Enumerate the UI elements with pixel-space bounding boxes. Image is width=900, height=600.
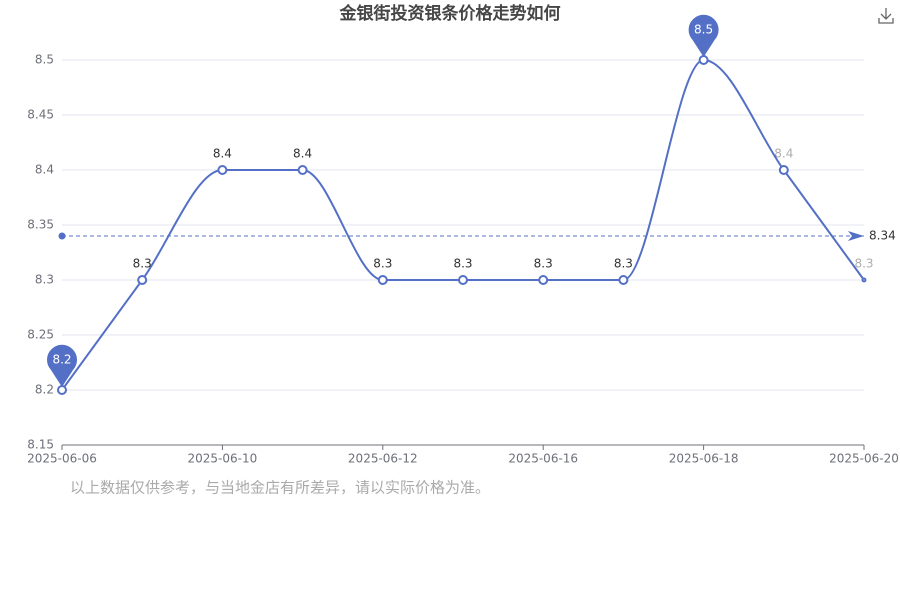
value-label: 8.3 (133, 257, 152, 271)
pin-label: 8.2 (52, 353, 71, 367)
point (57, 385, 67, 395)
value-label: 8.3 (373, 257, 392, 271)
pin (688, 14, 719, 57)
download-button[interactable] (878, 8, 894, 24)
x-tick-label: 2025-06-16 (508, 452, 578, 466)
y-tick-label: 8.5 (35, 53, 54, 67)
value-label: 8.4 (774, 147, 793, 161)
point (297, 165, 308, 175)
point (538, 275, 549, 285)
point (137, 275, 148, 285)
y-tick-label: 8.25 (27, 328, 54, 342)
x-tick-label: 2025-06-12 (348, 452, 418, 466)
pin (47, 344, 77, 387)
y-tick-label: 8.35 (27, 218, 54, 232)
point (458, 275, 468, 285)
y-tick-label: 8.2 (35, 383, 54, 397)
chart-title: 金银街投资银条价格走势如何 (339, 3, 561, 24)
value-label: 8.4 (213, 147, 232, 161)
value-label: 8.3 (534, 257, 553, 271)
y-tick-label: 8.45 (27, 108, 54, 122)
point (778, 165, 789, 175)
footnote: 以上数据仅供参考，与当地金店有所差异，请以实际价格为准。 (70, 479, 490, 497)
y-tick-label: 8.4 (35, 163, 54, 177)
point (377, 275, 388, 285)
x-tick-label: 2025-06-10 (188, 452, 258, 466)
point (861, 277, 867, 283)
point (698, 55, 709, 65)
y-tick-label: 8.3 (35, 273, 54, 287)
value-label: 8.3 (854, 257, 873, 271)
line (61, 58, 865, 391)
value-label: 8.4 (293, 147, 312, 161)
value-label: 8.3 (614, 257, 633, 271)
pin-label: 8.5 (694, 23, 713, 37)
x-tick-label: 2025-06-20 (829, 452, 899, 466)
y-tick-label: 8.15 (27, 438, 54, 452)
point (618, 275, 629, 285)
point (217, 165, 228, 175)
average-arrow (848, 231, 864, 241)
value-label: 8.3 (453, 257, 472, 271)
x-tick-label: 2025-06-06 (27, 452, 97, 466)
x-tick-label: 2025-06-18 (669, 452, 739, 466)
average-label: 8.34 (869, 229, 896, 243)
